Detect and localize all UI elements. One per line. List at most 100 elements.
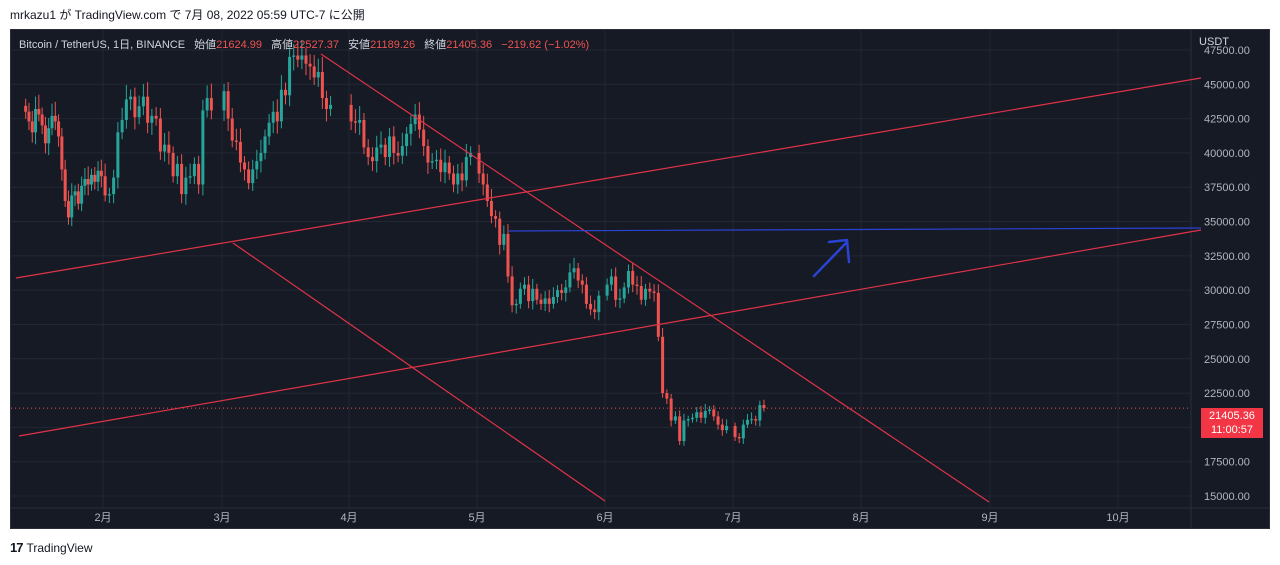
x-tick-label: 3月 <box>213 512 230 524</box>
candle-body <box>531 288 535 302</box>
candle-body <box>396 152 400 156</box>
y-tick-label: 30000.00 <box>1204 285 1250 297</box>
candle-body <box>695 412 699 418</box>
candle-body <box>308 63 312 67</box>
candle-body <box>263 136 267 153</box>
candle-body <box>741 424 745 439</box>
candle-body <box>494 216 498 219</box>
candle-body <box>434 159 438 162</box>
candle-body <box>73 191 77 196</box>
candle-body <box>30 121 34 133</box>
candle-body <box>40 114 44 126</box>
up-arrow-icon <box>812 238 851 278</box>
candle-body <box>635 284 639 287</box>
candle-body <box>460 173 464 181</box>
y-tick-label: 37500.00 <box>1204 182 1250 194</box>
candle-body <box>292 55 296 57</box>
candle-body <box>158 118 162 152</box>
trendline-upper-rising <box>15 77 1202 279</box>
candle-body <box>485 184 489 201</box>
candle-body <box>576 268 580 281</box>
candle-body <box>234 140 238 142</box>
candle-body <box>251 169 255 184</box>
candle-body <box>137 106 141 118</box>
high-label: 高値 <box>271 39 294 51</box>
candle-body <box>370 157 374 162</box>
candle-body <box>447 162 451 174</box>
candle-body <box>146 96 150 123</box>
candle-body <box>279 89 283 122</box>
chart-legend: Bitcoin / TetherUS, 1日, BINANCE 始値21624.… <box>19 36 589 52</box>
candle-body <box>413 114 417 125</box>
candle-body <box>498 218 502 245</box>
candle-body <box>745 419 749 425</box>
candle-body <box>506 233 510 277</box>
candle-body <box>614 276 618 300</box>
candle-body <box>400 146 404 156</box>
x-tick-label: 8月 <box>852 512 869 524</box>
candle-body <box>349 104 353 122</box>
candle-body <box>141 96 145 107</box>
candle-body <box>708 409 712 411</box>
candle-body <box>560 290 564 293</box>
candle-body <box>539 299 543 304</box>
candle-body <box>226 91 230 119</box>
candle-body <box>678 416 682 442</box>
close-value: 21405.36 <box>446 39 493 51</box>
currency-label[interactable]: USDT <box>1199 36 1229 48</box>
y-tick-label: 27500.00 <box>1204 319 1250 331</box>
candle-body <box>762 405 766 409</box>
candle-body <box>661 336 665 394</box>
candle-body <box>648 288 652 292</box>
x-tick-label: 6月 <box>596 512 613 524</box>
candle-body <box>712 409 716 417</box>
candle-body <box>180 163 184 195</box>
candle-body <box>63 169 67 201</box>
candle-body <box>593 309 597 313</box>
candle-body <box>618 298 622 300</box>
candle-body <box>120 119 124 133</box>
candle-body <box>37 109 41 115</box>
candle-body <box>443 162 447 173</box>
symbol-label[interactable]: Bitcoin / TetherUS, 1日, BINANCE <box>19 39 186 51</box>
candlestick-chart[interactable]: 15000.0017500.0020000.0022500.0025000.00… <box>11 30 1269 528</box>
candle-body <box>116 132 120 178</box>
chart-panel[interactable]: 15000.0017500.0020000.0022500.0025000.00… <box>10 29 1270 529</box>
candle-body <box>300 55 304 60</box>
y-tick-label: 40000.00 <box>1204 148 1250 160</box>
candle-body <box>243 162 247 170</box>
footer: 17 TradingView <box>10 540 93 555</box>
candle-body <box>514 303 518 306</box>
candle-body <box>96 170 100 182</box>
candle-body <box>284 89 287 96</box>
candle-body <box>422 129 426 147</box>
candle-body <box>171 152 175 177</box>
change-value: −219.62 (−1.02%) <box>501 39 590 51</box>
candle-body <box>57 121 61 137</box>
candle-body <box>83 178 87 186</box>
tradingview-logo-icon[interactable]: 17 <box>10 540 24 555</box>
candle-body <box>93 174 97 182</box>
y-tick-label: 47500.00 <box>1204 45 1250 57</box>
candle-body <box>754 419 758 421</box>
candle-body <box>89 174 93 185</box>
y-tick-label: 32500.00 <box>1204 251 1250 263</box>
candle-body <box>209 98 213 111</box>
candle-body <box>129 96 133 100</box>
candle-body <box>584 284 588 304</box>
candle-body <box>103 176 107 196</box>
candle-body <box>609 276 613 285</box>
candle-body <box>426 146 430 163</box>
candle-body <box>184 177 188 195</box>
candle-body <box>556 290 560 298</box>
close-label: 終値 <box>424 39 447 51</box>
trendline-falling-lower <box>232 242 606 502</box>
candle-body <box>47 128 51 144</box>
candle-body <box>543 298 547 304</box>
footer-brand[interactable]: TradingView <box>26 540 93 555</box>
x-tick-label: 9月 <box>981 512 998 524</box>
candle-body <box>247 169 251 184</box>
open-label: 始値 <box>194 39 217 51</box>
candle-body <box>86 178 90 185</box>
x-tick-label: 7月 <box>724 512 741 524</box>
